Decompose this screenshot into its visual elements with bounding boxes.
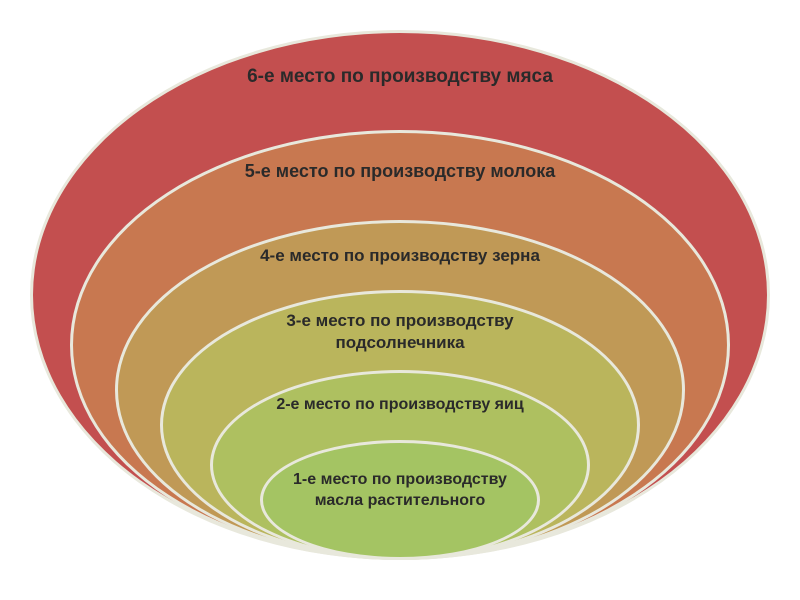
ellipse-label-5: 5-е место по производству молока [120, 160, 681, 183]
ellipse-label-1: 1-е место по производству масла растител… [281, 470, 519, 512]
nested-ellipse-diagram: 6-е место по производству мяса 5-е место… [30, 20, 770, 580]
ellipse-label-3: 3-е место по производству подсолнечника [196, 310, 604, 354]
ellipse-label-6: 6-е место по производству мяса [86, 65, 715, 90]
ellipse-label-4: 4-е место по производству зерна [158, 245, 643, 267]
ellipse-label-2: 2-е место по производству яиц [239, 395, 562, 416]
